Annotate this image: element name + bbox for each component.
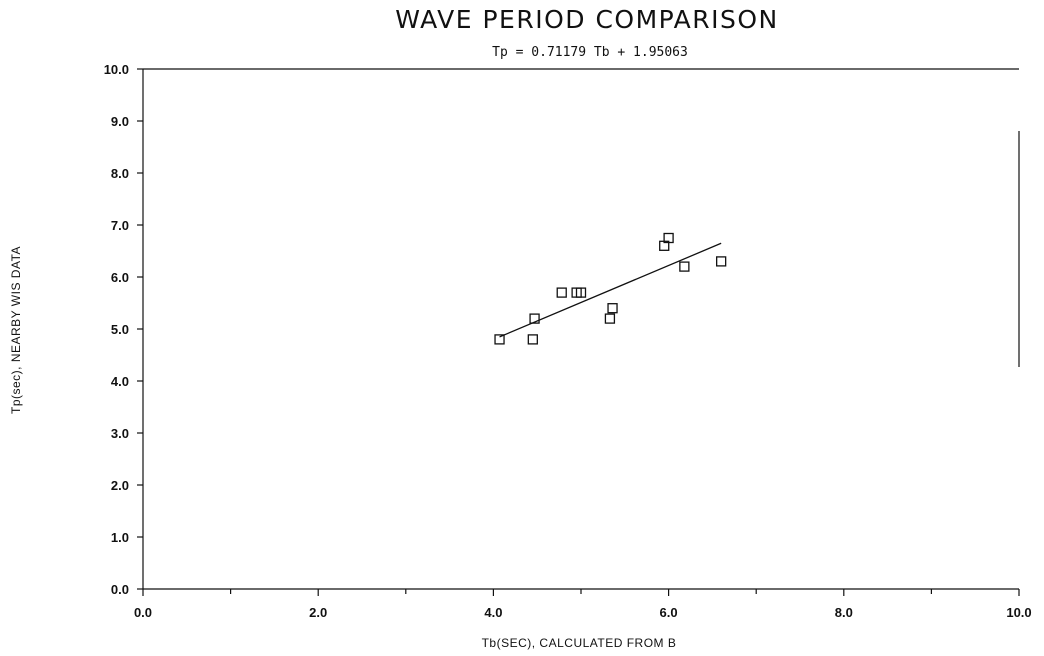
data-point — [494, 334, 505, 345]
y-tick-label: 6.0 — [111, 270, 129, 285]
y-tick-label: 1.0 — [111, 530, 129, 545]
regression-line — [499, 242, 722, 338]
data-point — [556, 287, 567, 298]
y-tick-label: 4.0 — [111, 374, 129, 389]
data-points — [494, 232, 727, 345]
data-point — [716, 256, 727, 267]
y-tick-label: 0.0 — [111, 582, 129, 597]
data-point — [575, 287, 587, 298]
data-point — [607, 303, 618, 314]
x-tick-label: 6.0 — [660, 605, 678, 620]
x-axis-label: Tb(SEC), CALCULATED FROM B — [482, 636, 677, 650]
chart-title: WAVE PERIOD COMPARISON — [395, 5, 778, 34]
x-tick-label: 8.0 — [835, 605, 853, 620]
y-tick-label: 2.0 — [111, 478, 129, 493]
regression-line-group — [499, 242, 722, 338]
y-tick-label: 10.0 — [104, 62, 129, 77]
data-point — [527, 334, 538, 345]
y-axis-label: Tp(sec), NEARBY WIS DATA — [9, 246, 23, 414]
chart-subtitle: Tp = 0.71179 Tb + 1.95063 — [492, 45, 688, 60]
data-point — [663, 232, 674, 244]
y-tick-label: 7.0 — [111, 218, 129, 233]
x-tick-label: 0.0 — [134, 605, 152, 620]
data-point — [529, 313, 540, 324]
data-point — [604, 313, 616, 324]
y-tick-label: 9.0 — [111, 114, 129, 129]
data-point — [679, 261, 690, 272]
y-tick-label: 3.0 — [111, 426, 129, 441]
x-tick-label: 2.0 — [309, 605, 327, 620]
x-ticks: 0.0 2.0 4.0 6.0 8.0 10.0 — [134, 589, 1032, 620]
axes — [142, 68, 1020, 590]
x-tick-label: 10.0 — [1006, 605, 1031, 620]
x-tick-label: 4.0 — [484, 605, 502, 620]
y-ticks: 0.0 1.0 2.0 3.0 4.0 5.0 6.0 7.0 8.0 9.0 10.0 — [104, 62, 143, 597]
y-tick-label: 8.0 — [111, 166, 129, 181]
y-tick-label: 5.0 — [111, 322, 129, 337]
